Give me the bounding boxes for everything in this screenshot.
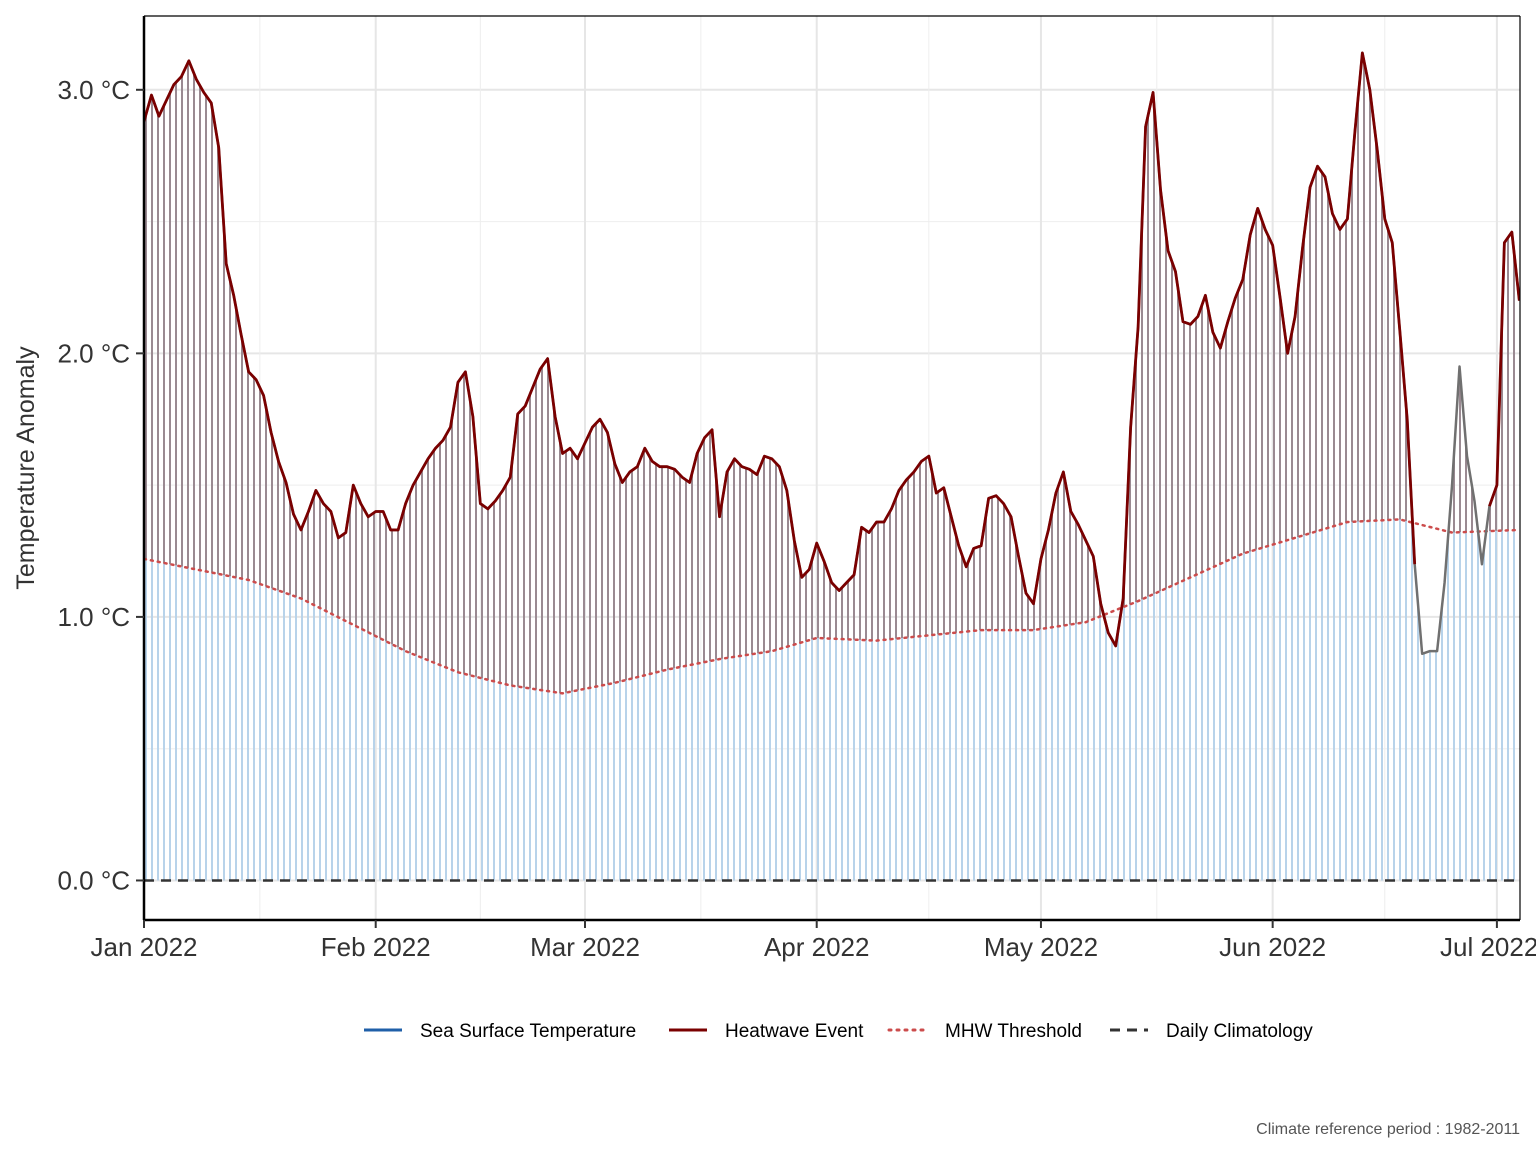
legend-item: Daily Climatology: [1110, 1021, 1313, 1042]
axes: 0.0 °C 1.0 °C 2.0 °C 3.0 °C Jan 2022 Feb 2022…: [57, 15, 1536, 962]
legend-item: Sea Surface Temperature: [364, 1021, 636, 1042]
legend-label: MHW Threshold: [945, 1021, 1082, 1042]
mhw-threshold-line: [144, 518, 1520, 695]
y-axis-title: Temperature Anomaly: [12, 346, 40, 590]
x-tick-label: May 2022: [984, 932, 1098, 962]
legend-label: Daily Climatology: [1166, 1021, 1313, 1042]
legend-label: Heatwave Event: [725, 1021, 864, 1042]
x-tick-label: Mar 2022: [530, 932, 640, 962]
legend: Sea Surface Temperature Heatwave Event MHW…: [364, 1021, 1313, 1042]
x-tick-label: Feb 2022: [321, 932, 431, 962]
x-tick-label: Jan 2022: [91, 932, 198, 962]
y-tick-label: 2.0 °C: [57, 338, 130, 368]
y-tick-label: 1.0 °C: [57, 602, 130, 632]
heatwave-event-line: [1488, 230, 1520, 507]
heatwave-event-line: [144, 51, 1417, 648]
legend-item: Heatwave Event: [669, 1021, 864, 1042]
x-tick-label: Jul 2022: [1440, 932, 1536, 962]
x-tick-label: Jun 2022: [1219, 932, 1326, 962]
daily-bars: [145, 61, 1515, 881]
legend-label: Sea Surface Temperature: [420, 1021, 636, 1042]
series-lines: [144, 51, 1520, 882]
y-tick-label: 3.0 °C: [57, 75, 130, 105]
legend-item: MHW Threshold: [887, 1021, 1082, 1042]
y-tick-label: 0.0 °C: [57, 865, 130, 895]
x-tick-label: Apr 2022: [764, 932, 870, 962]
caption: Climate reference period : 1982-2011: [1256, 1121, 1520, 1138]
